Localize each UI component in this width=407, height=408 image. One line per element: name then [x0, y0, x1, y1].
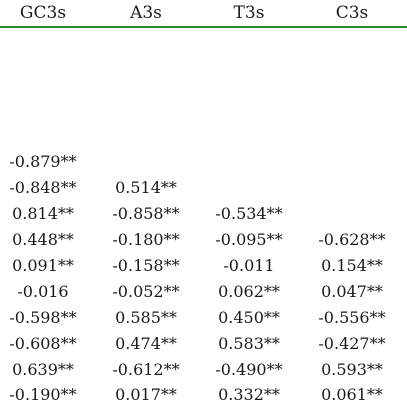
- table-cell: 0.332**: [218, 385, 280, 404]
- table-cell: -0.858**: [112, 204, 180, 223]
- table-cell: 0.448**: [12, 230, 74, 249]
- table-cell: -0.556**: [318, 308, 386, 327]
- table-row: -0.879**: [0, 151, 407, 175]
- table-cell: 0.154**: [321, 256, 383, 275]
- table-cell: 0.062**: [218, 282, 280, 301]
- table-cell: -0.612**: [112, 360, 180, 379]
- table-cell: -0.490**: [215, 360, 283, 379]
- table-cell: 0.450**: [218, 308, 280, 327]
- table-row: -0.608** 0.474** 0.583** -0.427**: [0, 333, 407, 357]
- table-cell: 0.061**: [321, 385, 383, 404]
- table-cell: -0.628**: [318, 230, 386, 249]
- table-cell: -0.879**: [9, 152, 77, 171]
- table-cell: -0.534**: [215, 204, 283, 223]
- table-cell: -0.180**: [112, 230, 180, 249]
- table-cell: 0.814**: [12, 204, 74, 223]
- table-cell: -0.095**: [215, 230, 283, 249]
- table-cell: 0.017**: [115, 385, 177, 404]
- table-cell: -0.158**: [112, 256, 180, 275]
- table-cell: -0.052**: [112, 282, 180, 301]
- header-c3s: C3s: [335, 3, 369, 23]
- table-row: -0.190** 0.017** 0.332** 0.061**: [0, 384, 407, 408]
- table-row: -0.848** 0.514**: [0, 177, 407, 201]
- table-row: -0.598** 0.585** 0.450** -0.556**: [0, 307, 407, 331]
- table-row: 0.091** -0.158** -0.011 0.154**: [0, 255, 407, 279]
- table-row: 0.639** -0.612** -0.490** 0.593**: [0, 359, 407, 383]
- table-row: 0.814** -0.858** -0.534**: [0, 203, 407, 227]
- table-cell: -0.608**: [9, 334, 77, 353]
- table-cell: -0.848**: [9, 178, 77, 197]
- table-cell: 0.639**: [12, 360, 74, 379]
- table-cell: 0.091**: [12, 256, 74, 275]
- table-cell: -0.598**: [9, 308, 77, 327]
- header-rule: [0, 26, 407, 28]
- table-cell: -0.016: [17, 282, 69, 301]
- table-row: 0.448** -0.180** -0.095** -0.628**: [0, 229, 407, 253]
- table-cell: -0.427**: [318, 334, 386, 353]
- header-gc3s: GC3s: [19, 3, 67, 23]
- table-header-row: GC3s A3s T3s C3s: [0, 0, 407, 26]
- table-cell: 0.474**: [115, 334, 177, 353]
- header-a3s: A3s: [130, 3, 162, 23]
- table-cell: 0.047**: [321, 282, 383, 301]
- table-row: -0.016 -0.052** 0.062** 0.047**: [0, 281, 407, 305]
- header-t3s: T3s: [233, 3, 265, 23]
- table-cell: 0.583**: [218, 334, 280, 353]
- table-cell: 0.593**: [321, 360, 383, 379]
- table-cell: 0.514**: [115, 178, 177, 197]
- table-cell: -0.190**: [9, 385, 77, 404]
- table-cell: 0.585**: [115, 308, 177, 327]
- table-cell: -0.011: [223, 256, 275, 275]
